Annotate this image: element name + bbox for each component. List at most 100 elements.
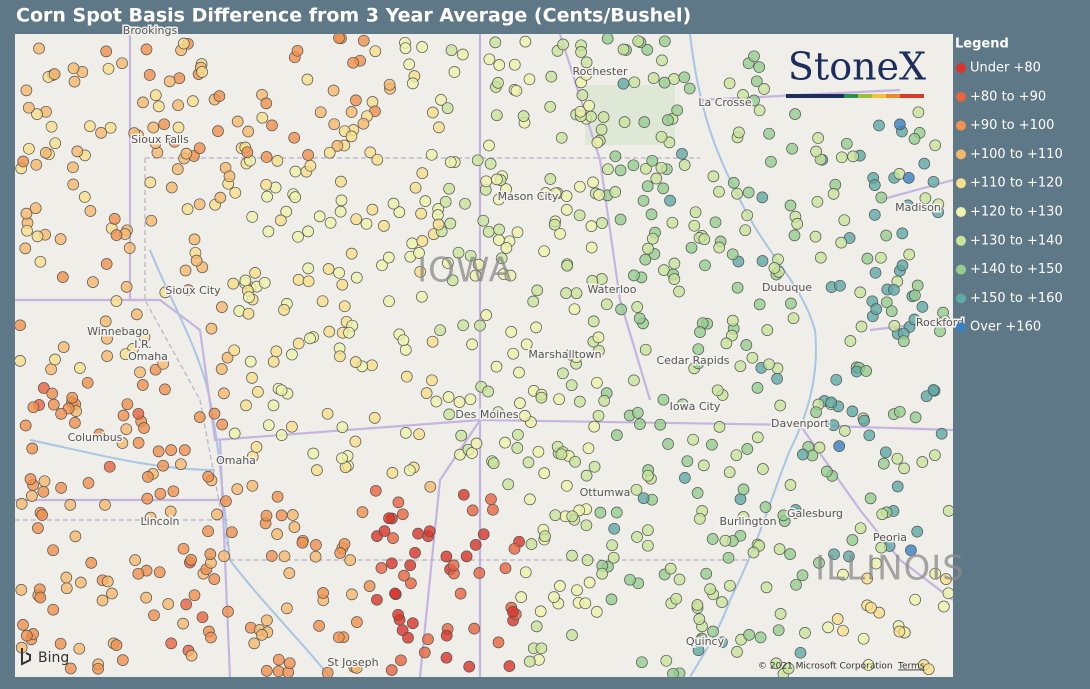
legend-label: Over +160 [970,320,1041,335]
location-dot [716,596,728,608]
location-dot [854,286,867,299]
location-dot [591,376,603,389]
location-dot [784,479,797,491]
location-dot [31,230,44,243]
location-dot [398,569,410,582]
city-label: Mason City [498,190,559,203]
location-dot [216,301,228,313]
location-dot [423,525,436,538]
location-dot [404,559,417,572]
location-dot [280,205,293,218]
location-dot [193,411,206,423]
location-dot [350,271,363,284]
location-dot [549,187,562,200]
location-dot [610,506,623,519]
location-dot [357,34,370,47]
location-dot [591,136,604,149]
location-dot [587,176,599,189]
location-dot [929,449,941,462]
location-dot [100,45,113,58]
location-dot [535,642,548,655]
legend-label: +100 to +110 [970,147,1063,162]
location-dot [78,191,91,203]
location-dot [463,660,476,673]
location-dot [389,587,401,600]
location-dot [350,662,363,674]
location-dot [286,509,299,521]
location-dot [167,485,180,498]
terms-link[interactable]: Terms [897,662,925,672]
location-dot [239,274,252,287]
location-dot [190,254,203,267]
location-dot [223,170,236,183]
location-dot [891,480,904,493]
location-dot [471,154,484,167]
location-dot [144,511,157,524]
location-dot [719,534,732,547]
location-dot [508,542,521,555]
location-dot [444,156,457,168]
location-dot [15,355,26,367]
location-dot [138,330,151,343]
location-dot [911,279,924,292]
location-dot [453,396,466,408]
location-dot [256,111,269,124]
location-dot [511,226,524,239]
location-dot [351,616,363,628]
city-label: Lincoln [141,515,180,528]
location-dot [724,579,736,592]
legend-swatch [956,293,966,304]
location-dot [140,43,153,56]
city-label: Dubuque [762,281,812,294]
location-dot [242,307,255,320]
location-dot [511,442,524,454]
location-dot [275,429,288,441]
location-dot [510,84,523,97]
location-dot [614,213,627,226]
location-dot [241,146,254,159]
location-dot [662,114,674,126]
location-dot [658,35,671,48]
location-dot [46,387,59,400]
location-dot [208,573,221,585]
location-dot [937,600,950,613]
location-dot [545,70,558,83]
location-dot [444,217,457,230]
location-dot [323,146,336,159]
location-dot [385,664,398,676]
location-dot [103,460,116,473]
location-dot [912,106,925,119]
location-dot [774,399,787,412]
location-dot [416,41,428,53]
location-dot [68,75,81,88]
location-dot [523,73,536,86]
location-dot [419,195,432,207]
location-dot [897,335,910,348]
location-dot [585,241,598,254]
location-dot [119,348,132,361]
location-dot [399,42,412,55]
location-dot [585,110,597,123]
location-dot [927,384,940,396]
location-dot [242,125,255,138]
location-dot [485,493,497,506]
location-dot [30,158,43,171]
location-dot [406,77,419,90]
location-dot [145,214,158,227]
location-dot [942,505,953,517]
location-dot [302,225,314,238]
location-dot [831,613,844,625]
location-dot [288,131,301,144]
location-dot [706,438,718,451]
location-dot [152,445,165,458]
location-dot [905,544,917,557]
location-dot [782,662,795,675]
location-dot [143,69,156,81]
location-dot [123,242,136,254]
location-dot [314,106,327,119]
location-dot [212,125,224,137]
location-dot [858,414,870,427]
location-dot [747,546,760,559]
location-dot [349,356,362,368]
location-dot [304,332,316,345]
